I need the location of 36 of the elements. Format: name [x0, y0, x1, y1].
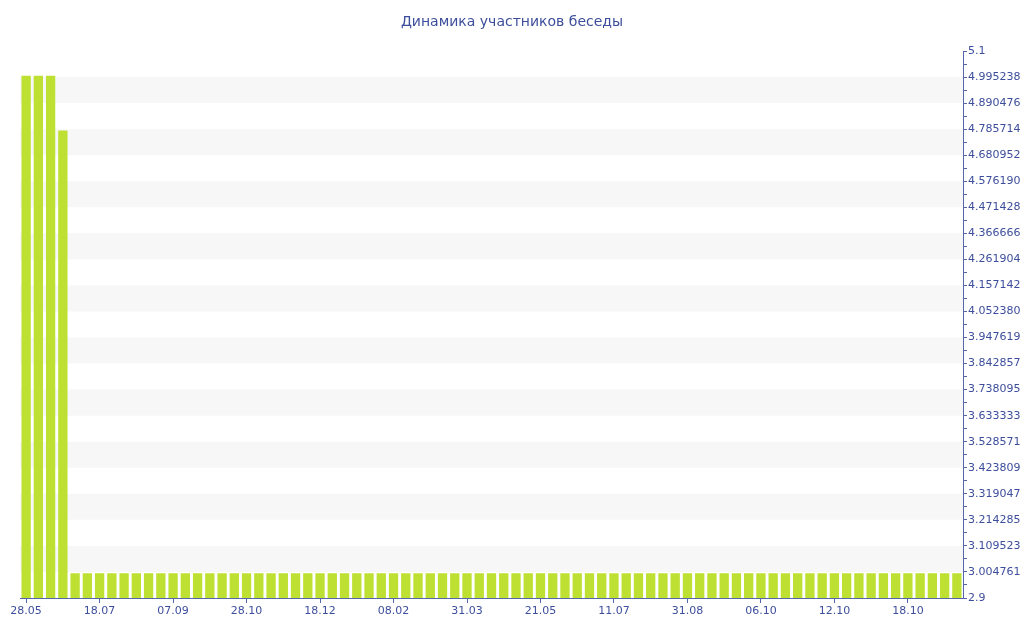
- y-tick-label: 4.471428: [968, 200, 1021, 214]
- y-tick-label: 3.738095: [968, 382, 1021, 396]
- y-tick-label: 2.9: [968, 590, 986, 604]
- x-tick-label: 31.03: [451, 604, 483, 618]
- x-tick-label: 18.12: [304, 604, 336, 618]
- x-tick-label: 28.10: [230, 604, 263, 618]
- y-tick-label: 4.890476: [968, 95, 1021, 109]
- chart-title: Динамика участников беседы: [400, 12, 624, 29]
- x-tick-label: 28.05: [10, 604, 42, 618]
- y-tick-label: 3.004761: [968, 564, 1021, 578]
- y-tick-label: 5.1: [968, 43, 986, 57]
- y-tick-label: 3.109523: [968, 538, 1021, 552]
- x-tick-label: 08.02: [377, 604, 410, 618]
- y-tick-label: 3.528571: [968, 434, 1021, 448]
- x-tick-label: 11.07: [598, 604, 630, 618]
- x-tick-label: 06.10: [745, 604, 777, 618]
- y-tick-label: 3.947619: [968, 330, 1021, 344]
- y-tick-label: 4.052380: [968, 304, 1021, 318]
- x-tick-label: 31.08: [671, 604, 704, 618]
- y-tick-label: 4.261904: [968, 252, 1021, 266]
- y-tick-label: 4.366666: [968, 226, 1021, 240]
- x-tick-label: 18.07: [83, 604, 116, 618]
- y-tick-label: 4.680952: [968, 148, 1021, 162]
- x-tick-label: 12.10: [818, 604, 851, 618]
- y-tick-label: 3.633333: [968, 408, 1021, 422]
- y-tick-label: 4.157142: [968, 278, 1021, 292]
- x-tick-label: 21.05: [524, 604, 557, 618]
- y-tick-label: 4.785714: [968, 122, 1021, 135]
- x-tick-label: 18.10: [892, 604, 924, 618]
- y-tick-label: 3.423809: [968, 460, 1021, 474]
- y-tick-label: 4.995238: [968, 69, 1021, 83]
- y-tick-label: 4.576190: [968, 174, 1021, 188]
- x-tick-label: 07.09: [157, 604, 189, 618]
- y-tick-label: 3.319047: [968, 486, 1021, 500]
- y-tick-label: 3.842857: [968, 356, 1021, 370]
- y-tick-label: 3.214285: [968, 512, 1021, 526]
